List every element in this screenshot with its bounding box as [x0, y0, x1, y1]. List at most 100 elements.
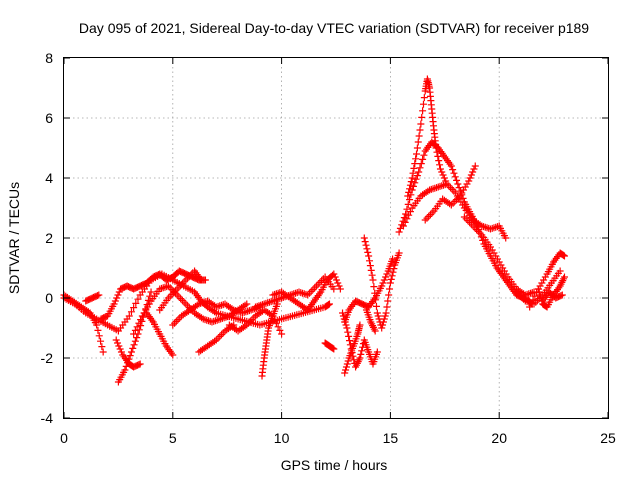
data-point — [449, 166, 457, 174]
plot-frame — [63, 57, 609, 419]
data-point — [421, 216, 429, 224]
data-point — [447, 162, 455, 170]
x-tick-label: 25 — [600, 430, 616, 446]
data-point — [470, 165, 478, 173]
data-point — [402, 210, 410, 218]
data-point — [527, 299, 535, 307]
data-point — [388, 272, 396, 280]
data-point — [341, 318, 349, 326]
data-point — [358, 347, 366, 355]
series-track15 — [269, 288, 312, 314]
data-point — [412, 175, 420, 183]
data-point — [366, 257, 374, 265]
data-point — [386, 285, 394, 293]
data-point — [415, 168, 423, 176]
data-point — [115, 342, 123, 350]
data-point — [383, 303, 391, 311]
data-point — [362, 241, 370, 249]
data-point — [305, 289, 313, 297]
y-tick-label: 4 — [45, 170, 53, 186]
data-point — [438, 168, 446, 176]
data-point — [344, 328, 352, 336]
data-point — [378, 282, 386, 290]
data-point — [342, 363, 350, 371]
data-point — [93, 321, 101, 329]
data-point — [420, 151, 428, 159]
data-point — [378, 324, 386, 332]
data-point — [363, 245, 371, 253]
data-point — [116, 345, 124, 353]
y-tick-label: 8 — [45, 50, 53, 66]
data-point — [423, 214, 431, 222]
data-point — [408, 174, 416, 182]
data-point — [534, 285, 542, 293]
series-track18 — [321, 339, 338, 353]
data-point — [413, 172, 421, 180]
data-point — [127, 308, 135, 316]
data-point — [113, 294, 121, 302]
data-point — [403, 215, 411, 223]
data-point — [395, 249, 403, 257]
data-point — [450, 187, 458, 195]
data-point — [449, 199, 457, 207]
series-track16 — [304, 270, 344, 314]
data-point — [341, 369, 349, 377]
data-point — [405, 188, 413, 196]
series-track13 — [258, 300, 281, 380]
data-point — [345, 332, 353, 340]
data-point — [133, 323, 141, 331]
data-point — [385, 291, 393, 299]
data-point — [339, 309, 347, 317]
data-point — [419, 155, 427, 163]
data-point — [381, 312, 389, 320]
data-point — [171, 319, 179, 327]
data-point — [135, 319, 143, 327]
data-point — [406, 185, 414, 193]
data-point — [339, 312, 347, 320]
data-point — [419, 107, 427, 115]
data-point — [110, 300, 118, 308]
x-tick-label: 10 — [274, 430, 290, 446]
series-track22 — [362, 306, 379, 335]
data-point — [406, 208, 414, 216]
data-point — [331, 273, 339, 281]
data-point — [367, 266, 375, 274]
data-point — [404, 192, 412, 200]
data-point — [197, 276, 205, 284]
data-point — [361, 238, 369, 246]
data-point — [342, 321, 350, 329]
chart-title: Day 095 of 2021, Sidereal Day-to-day VTE… — [79, 20, 589, 36]
data-point — [335, 282, 343, 290]
data-point — [111, 297, 119, 305]
series-track31 — [539, 288, 566, 305]
data-point — [273, 300, 281, 308]
data-point — [471, 162, 479, 170]
data-point — [274, 323, 282, 331]
data-point — [122, 362, 130, 370]
series-track21 — [360, 234, 403, 332]
data-point — [117, 348, 125, 356]
data-point — [342, 366, 350, 374]
data-point — [133, 334, 141, 342]
data-point — [379, 318, 387, 326]
data-point — [114, 339, 122, 347]
data-point — [407, 178, 415, 186]
data-point — [412, 155, 420, 163]
data-point — [418, 113, 426, 121]
data-point — [448, 185, 456, 193]
grid — [64, 58, 608, 418]
data-point — [432, 144, 440, 152]
data-point — [395, 228, 403, 236]
data-point — [278, 330, 286, 338]
data-point — [125, 355, 133, 363]
data-point — [415, 132, 423, 140]
y-tick-label: -2 — [41, 350, 54, 366]
data-point — [405, 211, 413, 219]
data-point — [97, 337, 105, 345]
data-point — [312, 282, 320, 290]
data-point — [216, 332, 224, 340]
data-point — [346, 341, 354, 349]
data-point — [380, 315, 388, 323]
data-point — [129, 344, 137, 352]
data-point — [436, 161, 444, 169]
